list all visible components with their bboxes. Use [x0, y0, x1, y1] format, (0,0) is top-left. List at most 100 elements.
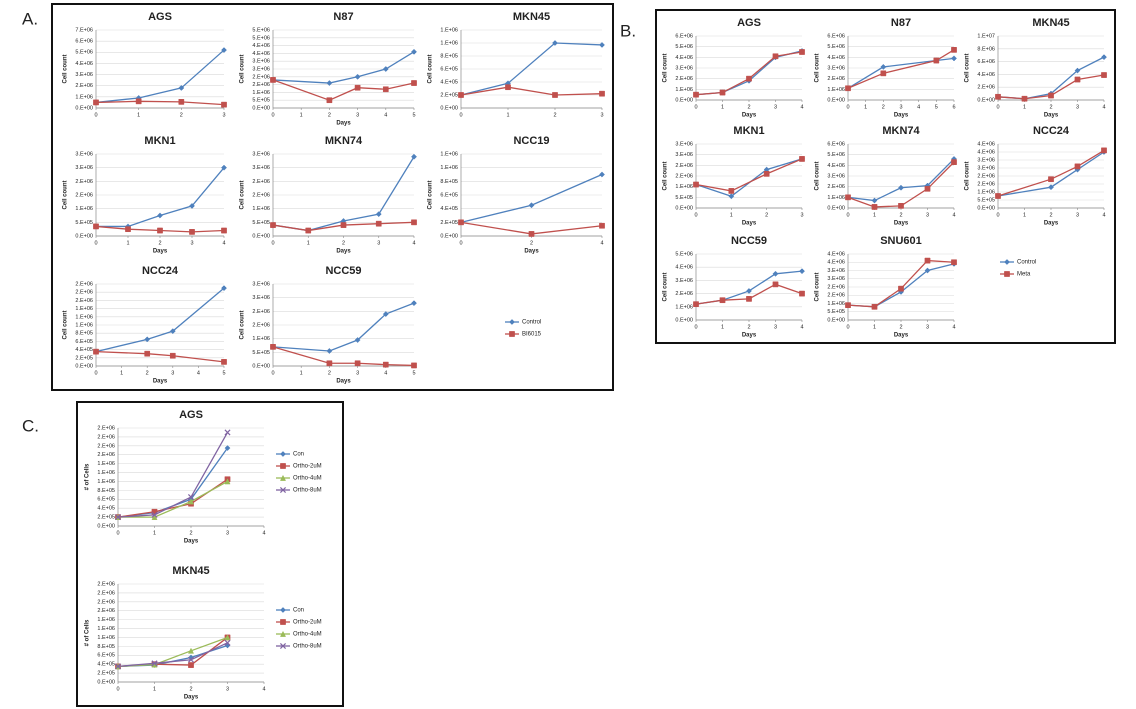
- y-tick-label: 0.E+00: [977, 97, 995, 103]
- marker: [552, 92, 558, 98]
- y-axis-title: Cell count: [663, 53, 669, 82]
- marker: [270, 344, 276, 350]
- marker: [1004, 259, 1010, 265]
- y-tick-label: 2.E+05: [97, 515, 115, 521]
- y-tick-label: 6.E+06: [977, 59, 995, 65]
- marker: [951, 55, 957, 62]
- marker: [114, 514, 122, 521]
- y-tick-label: 3.E+06: [827, 276, 845, 282]
- chart-title: MKN45: [172, 565, 209, 577]
- x-tick-label: 4: [384, 370, 387, 376]
- x-tick-label: 1: [506, 112, 509, 118]
- marker: [411, 153, 417, 160]
- marker: [799, 156, 805, 162]
- marker: [845, 302, 851, 308]
- y-tick-label: 2.E+06: [252, 309, 270, 315]
- x-tick-label: 2: [747, 324, 750, 330]
- chart-title: MKN45: [513, 11, 550, 23]
- chart-title: MKN1: [144, 135, 175, 147]
- y-tick-label: 6.E+05: [97, 653, 115, 659]
- x-tick-label: 0: [116, 530, 119, 536]
- marker: [411, 219, 417, 226]
- y-axis-title: Cell count: [663, 161, 669, 190]
- y-tick-label: 6.E+05: [97, 497, 115, 503]
- y-tick-label: 3.E+06: [252, 59, 270, 65]
- chart-title: MKN45: [1032, 17, 1069, 29]
- marker: [354, 360, 361, 367]
- x-tick-label: 3: [899, 104, 902, 110]
- series-line: [95, 49, 225, 104]
- marker: [224, 639, 231, 646]
- marker: [599, 171, 605, 178]
- y-tick-label: 0.E+00: [252, 233, 270, 239]
- marker: [326, 80, 333, 86]
- y-tick-label: 0.E+00: [252, 105, 270, 111]
- y-tick-label: 2.E+06: [977, 181, 995, 187]
- marker: [280, 619, 286, 625]
- x-tick-label: 1: [153, 530, 156, 536]
- marker: [528, 231, 535, 237]
- x-tick-label: 3: [774, 324, 777, 330]
- x-tick-label: 1: [300, 112, 303, 118]
- marker: [1074, 76, 1081, 83]
- x-tick-label: 2: [747, 104, 750, 110]
- legend-label: Control: [522, 320, 541, 326]
- series-line: [847, 161, 955, 208]
- x-tick-label: 3: [800, 212, 803, 218]
- x-tick-label: 2: [765, 212, 768, 218]
- marker: [187, 656, 195, 663]
- y-tick-label: 0.E+00: [440, 105, 458, 111]
- chart-title: N87: [891, 17, 911, 29]
- y-tick-label: 1.E+06: [97, 617, 115, 623]
- marker: [746, 296, 752, 302]
- y-tick-label: 5.E+06: [75, 50, 93, 56]
- marker: [157, 212, 163, 219]
- marker: [187, 494, 195, 501]
- y-axis-title: # of Cells: [85, 619, 91, 646]
- y-tick-label: 1.E+06: [97, 635, 115, 641]
- y-tick-label: 2.E+06: [75, 179, 93, 185]
- x-axis-title: Days: [894, 333, 909, 339]
- marker: [93, 348, 99, 355]
- y-axis-title: Cell count: [815, 161, 821, 190]
- marker: [880, 63, 887, 70]
- x-axis-title: Days: [742, 333, 757, 339]
- y-tick-label: 0.E+00: [75, 105, 93, 111]
- x-axis-title: Days: [336, 379, 351, 385]
- marker: [326, 360, 333, 367]
- y-tick-label: 4.E+05: [440, 79, 458, 85]
- marker: [1101, 72, 1107, 78]
- y-axis-title: Cell count: [240, 310, 246, 339]
- marker: [280, 607, 286, 613]
- x-tick-label: 1: [730, 212, 733, 218]
- marker: [114, 663, 122, 670]
- y-tick-label: 6.E+05: [440, 66, 458, 72]
- x-tick-label: 0: [94, 112, 97, 118]
- marker: [187, 647, 195, 654]
- y-tick-label: 7.E+06: [75, 27, 93, 33]
- y-tick-label: 1.E+06: [75, 322, 93, 328]
- marker: [93, 223, 99, 230]
- marker: [924, 257, 931, 264]
- y-tick-label: 2.E+06: [75, 83, 93, 89]
- y-tick-label: 2.E+06: [827, 76, 845, 82]
- series-line: [117, 636, 228, 668]
- x-tick-label: 1: [307, 240, 310, 246]
- y-tick-label: 2.E+06: [97, 443, 115, 449]
- y-tick-label: 4.E+06: [977, 72, 995, 78]
- x-axis-title: Days: [336, 121, 351, 127]
- x-tick-label: 3: [171, 370, 174, 376]
- marker: [799, 290, 805, 297]
- x-tick-label: 0: [694, 324, 697, 330]
- marker: [951, 259, 957, 266]
- marker: [151, 513, 158, 520]
- x-tick-label: 1: [1023, 212, 1026, 218]
- x-tick-label: 3: [1076, 104, 1079, 110]
- y-tick-label: 2.E+06: [97, 434, 115, 440]
- y-tick-label: 3.E+06: [827, 173, 845, 179]
- y-tick-label: 2.E+05: [75, 355, 93, 361]
- y-tick-label: 1.E+06: [827, 301, 845, 307]
- x-tick-label: 0: [94, 370, 97, 376]
- marker: [693, 181, 699, 188]
